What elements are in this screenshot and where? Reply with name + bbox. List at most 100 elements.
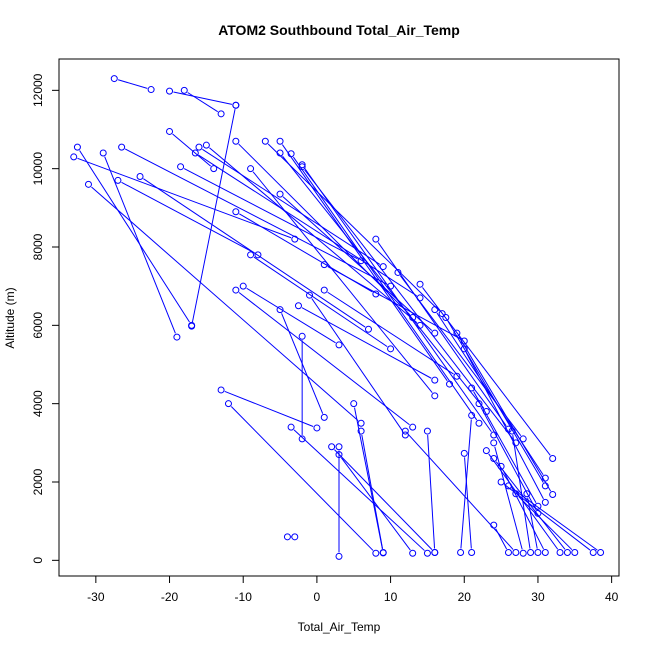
data-point xyxy=(512,439,520,447)
data-point xyxy=(519,435,527,443)
series-segment xyxy=(91,186,359,421)
series-segment xyxy=(117,79,148,89)
data-point xyxy=(541,549,549,556)
data-point xyxy=(512,549,520,556)
series-segment xyxy=(282,196,433,331)
data-point xyxy=(166,87,174,95)
x-tick-label: 30 xyxy=(531,590,545,604)
data-point xyxy=(99,149,107,157)
series-segment xyxy=(407,433,514,550)
data-point xyxy=(261,137,269,145)
series-segment xyxy=(340,457,411,551)
series-segment xyxy=(79,150,190,323)
data-point xyxy=(468,384,476,392)
data-point xyxy=(357,419,365,427)
series-segment xyxy=(301,307,432,379)
data-point xyxy=(294,302,302,310)
series-lines xyxy=(77,79,598,553)
data-point xyxy=(409,423,417,431)
data-point xyxy=(217,110,225,118)
y-tick-label: 8000 xyxy=(31,233,45,260)
data-point xyxy=(291,235,299,243)
data-point xyxy=(541,498,549,506)
y-tick-label: 2000 xyxy=(31,468,45,495)
data-point xyxy=(504,482,512,490)
series-segment xyxy=(224,390,314,427)
series-segment xyxy=(198,154,417,297)
data-point xyxy=(232,286,240,294)
data-point xyxy=(571,549,579,556)
data-point xyxy=(401,427,409,435)
data-point xyxy=(188,321,196,329)
series-segment xyxy=(304,169,514,440)
series-segment xyxy=(458,336,552,492)
data-point xyxy=(357,427,365,435)
data-point xyxy=(114,176,122,184)
data-point xyxy=(534,549,542,556)
data-point xyxy=(416,280,424,288)
data-point xyxy=(136,173,144,180)
plot-frame xyxy=(58,58,620,577)
data-point xyxy=(468,411,476,419)
data-point xyxy=(372,235,380,243)
data-point xyxy=(350,400,358,408)
data-point xyxy=(335,552,343,560)
data-point xyxy=(224,400,232,408)
data-point xyxy=(147,86,155,94)
data-point xyxy=(490,521,498,529)
data-point xyxy=(453,329,461,337)
x-tick-label: 40 xyxy=(605,590,619,604)
data-point xyxy=(283,533,291,541)
data-point xyxy=(482,447,490,455)
data-point xyxy=(291,533,299,541)
data-point xyxy=(490,455,498,462)
series-segment xyxy=(187,92,219,113)
series-segment xyxy=(253,256,388,348)
series-segment xyxy=(311,298,404,432)
data-point xyxy=(541,474,549,482)
series-segment xyxy=(183,168,358,260)
series-segment xyxy=(293,429,425,551)
data-point xyxy=(549,491,557,499)
data-point xyxy=(468,549,476,556)
data-point xyxy=(423,427,431,435)
series-segment xyxy=(104,156,176,334)
data-point xyxy=(508,427,516,435)
y-tick-label: 12000 xyxy=(31,73,45,107)
data-point xyxy=(232,101,240,109)
data-point xyxy=(387,345,395,353)
series-segment xyxy=(460,419,472,549)
data-point xyxy=(298,163,306,171)
data-point xyxy=(335,443,343,451)
series-segment xyxy=(399,275,522,437)
series-segment xyxy=(511,487,598,551)
data-point xyxy=(276,149,284,157)
data-point xyxy=(232,137,240,145)
data-point xyxy=(306,291,314,299)
data-point xyxy=(177,163,185,171)
data-point xyxy=(457,549,465,556)
series-segment xyxy=(327,266,461,340)
y-axis-label: Altitude (m) xyxy=(3,287,17,348)
data-point xyxy=(364,325,372,333)
data-point xyxy=(446,380,454,388)
data-point xyxy=(372,290,380,298)
data-point xyxy=(416,294,424,302)
data-point xyxy=(254,251,262,259)
y-tick-label: 6000 xyxy=(31,312,45,339)
data-point xyxy=(549,455,557,462)
data-point xyxy=(497,462,505,470)
data-point xyxy=(287,423,295,431)
series-segment xyxy=(246,287,336,344)
series-segment xyxy=(436,312,544,476)
data-point xyxy=(460,337,468,345)
series-segment xyxy=(495,461,566,550)
data-point xyxy=(431,329,439,337)
series-segment xyxy=(512,434,531,549)
data-point xyxy=(247,251,255,259)
data-point xyxy=(313,424,321,432)
data-point xyxy=(497,478,505,486)
data-point xyxy=(431,392,439,400)
data-point xyxy=(276,306,284,314)
data-point xyxy=(217,386,225,394)
